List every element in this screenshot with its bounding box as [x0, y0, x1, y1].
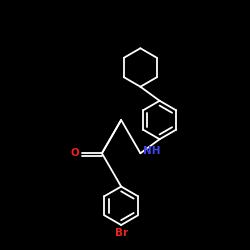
- Text: NH: NH: [143, 146, 161, 156]
- Text: Br: Br: [114, 228, 128, 238]
- Text: O: O: [70, 148, 79, 158]
